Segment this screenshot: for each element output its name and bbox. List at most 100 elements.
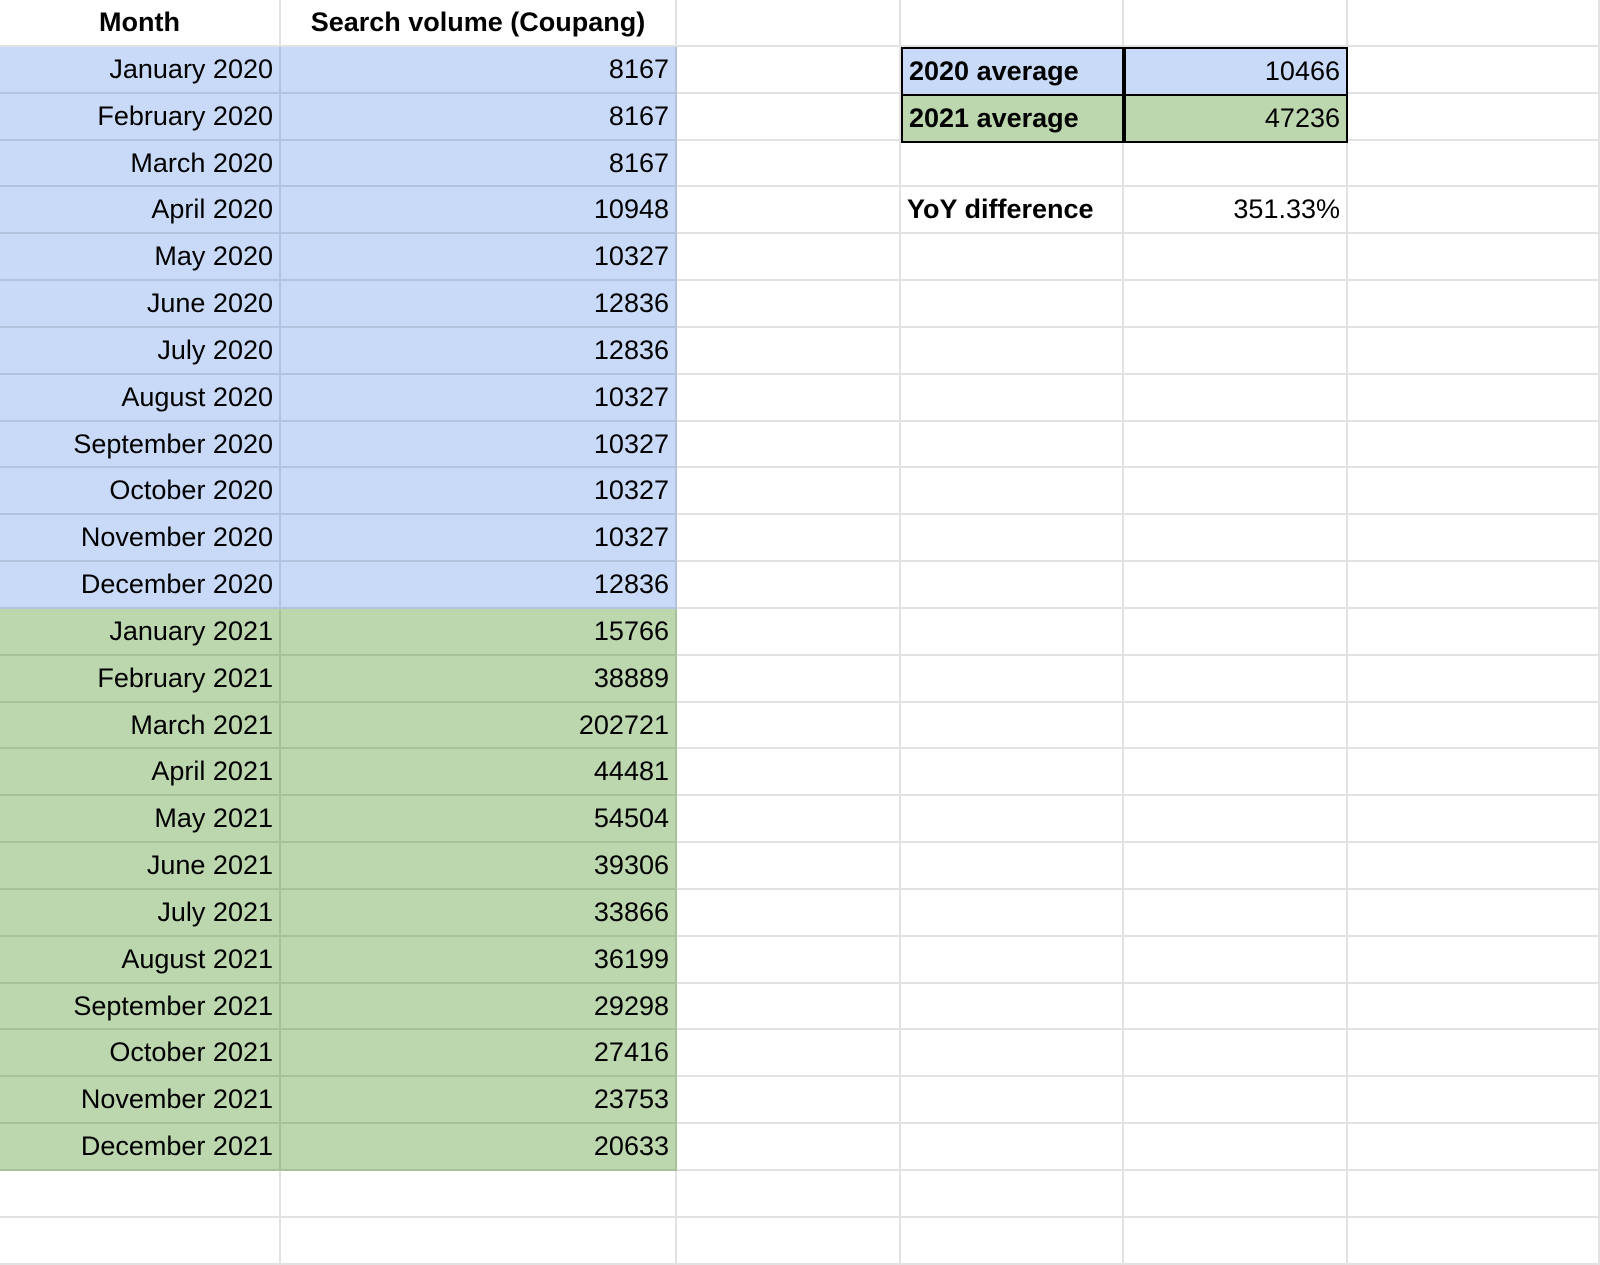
volume-cell[interactable]: 10327	[281, 374, 677, 422]
month-cell[interactable]: November 2021	[0, 1077, 281, 1125]
cell[interactable]	[1124, 515, 1348, 563]
yoy-label[interactable]: YoY difference	[901, 187, 1124, 235]
month-cell[interactable]: July 2020	[0, 327, 281, 375]
volume-cell[interactable]: 36199	[281, 936, 677, 984]
month-cell[interactable]: October 2021	[0, 1030, 281, 1078]
cell[interactable]	[677, 421, 901, 469]
cell[interactable]	[1124, 0, 1348, 47]
cell[interactable]	[901, 1077, 1124, 1125]
header-search-volume[interactable]: Search volume (Coupang)	[281, 0, 677, 47]
cell[interactable]	[677, 796, 901, 844]
cell[interactable]	[901, 983, 1124, 1031]
cell[interactable]	[1124, 421, 1348, 469]
cell[interactable]	[1348, 936, 1600, 984]
avg-2021-value[interactable]: 47236	[1124, 93, 1348, 143]
cell[interactable]	[901, 140, 1124, 188]
month-cell[interactable]: February 2020	[0, 93, 281, 141]
cell[interactable]	[1348, 983, 1600, 1031]
cell[interactable]	[677, 0, 901, 47]
cell[interactable]	[901, 0, 1124, 47]
volume-cell[interactable]: 23753	[281, 1077, 677, 1125]
volume-cell[interactable]: 10948	[281, 187, 677, 235]
cell[interactable]	[901, 1217, 1124, 1265]
cell[interactable]	[677, 1030, 901, 1078]
cell[interactable]	[1348, 608, 1600, 656]
volume-cell[interactable]: 39306	[281, 843, 677, 890]
cell[interactable]	[677, 843, 901, 890]
cell[interactable]	[677, 936, 901, 984]
cell[interactable]	[677, 1124, 901, 1171]
cell[interactable]	[1124, 1030, 1348, 1078]
cell[interactable]	[677, 983, 901, 1031]
cell[interactable]	[1348, 1030, 1600, 1078]
cell[interactable]	[677, 608, 901, 656]
cell[interactable]	[1348, 843, 1600, 890]
cell[interactable]	[1124, 1170, 1348, 1218]
cell[interactable]	[1124, 140, 1348, 188]
cell[interactable]	[901, 889, 1124, 937]
cell[interactable]	[1348, 1217, 1600, 1265]
volume-cell[interactable]: 12836	[281, 327, 677, 375]
cell[interactable]	[1124, 749, 1348, 797]
volume-cell[interactable]: 29298	[281, 983, 677, 1031]
cell[interactable]	[677, 187, 901, 235]
volume-cell[interactable]: 54504	[281, 796, 677, 844]
cell[interactable]	[901, 327, 1124, 375]
month-cell[interactable]: January 2021	[0, 608, 281, 656]
volume-cell[interactable]: 8167	[281, 47, 677, 94]
cell[interactable]	[1348, 749, 1600, 797]
volume-cell[interactable]: 12836	[281, 281, 677, 328]
cell[interactable]	[1124, 1077, 1348, 1125]
cell[interactable]	[1124, 796, 1348, 844]
cell[interactable]	[1348, 655, 1600, 703]
cell[interactable]	[901, 702, 1124, 750]
volume-cell[interactable]: 8167	[281, 93, 677, 141]
cell[interactable]	[1124, 562, 1348, 609]
volume-cell[interactable]: 27416	[281, 1030, 677, 1078]
cell[interactable]	[901, 1030, 1124, 1078]
cell[interactable]	[677, 702, 901, 750]
month-cell[interactable]: March 2021	[0, 702, 281, 750]
month-cell[interactable]: August 2021	[0, 936, 281, 984]
cell[interactable]	[0, 1170, 281, 1218]
cell[interactable]	[677, 374, 901, 422]
cell[interactable]	[901, 234, 1124, 282]
cell[interactable]	[901, 796, 1124, 844]
cell[interactable]	[677, 1077, 901, 1125]
cell[interactable]	[1348, 327, 1600, 375]
month-cell[interactable]: September 2021	[0, 983, 281, 1031]
cell[interactable]	[901, 421, 1124, 469]
month-cell[interactable]: December 2020	[0, 562, 281, 609]
volume-cell[interactable]: 12836	[281, 562, 677, 609]
cell[interactable]	[1124, 608, 1348, 656]
cell[interactable]	[901, 1170, 1124, 1218]
cell[interactable]	[1348, 562, 1600, 609]
month-cell[interactable]: June 2020	[0, 281, 281, 328]
cell[interactable]	[1348, 1124, 1600, 1171]
avg-2020-label[interactable]: 2020 average	[901, 47, 1124, 96]
cell[interactable]	[1348, 281, 1600, 328]
avg-2021-label[interactable]: 2021 average	[901, 93, 1124, 143]
cell[interactable]	[677, 749, 901, 797]
cell[interactable]	[1124, 843, 1348, 890]
month-cell[interactable]: September 2020	[0, 421, 281, 469]
volume-cell[interactable]: 10327	[281, 421, 677, 469]
month-cell[interactable]: November 2020	[0, 515, 281, 563]
cell[interactable]	[901, 281, 1124, 328]
volume-cell[interactable]: 10327	[281, 234, 677, 282]
cell[interactable]	[677, 515, 901, 563]
volume-cell[interactable]: 10327	[281, 468, 677, 516]
cell[interactable]	[1124, 327, 1348, 375]
cell[interactable]	[1124, 936, 1348, 984]
cell[interactable]	[677, 655, 901, 703]
cell[interactable]	[1348, 468, 1600, 516]
header-month[interactable]: Month	[0, 0, 281, 47]
cell[interactable]	[1124, 468, 1348, 516]
cell[interactable]	[677, 140, 901, 188]
month-cell[interactable]: June 2021	[0, 843, 281, 890]
avg-2020-value[interactable]: 10466	[1124, 47, 1348, 96]
volume-cell[interactable]: 8167	[281, 140, 677, 188]
cell[interactable]	[677, 47, 901, 94]
month-cell[interactable]: January 2020	[0, 47, 281, 94]
